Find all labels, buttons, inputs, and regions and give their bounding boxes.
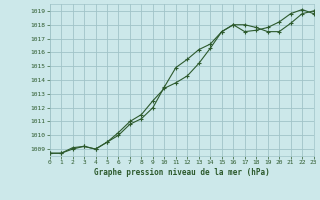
X-axis label: Graphe pression niveau de la mer (hPa): Graphe pression niveau de la mer (hPa) xyxy=(94,168,269,177)
